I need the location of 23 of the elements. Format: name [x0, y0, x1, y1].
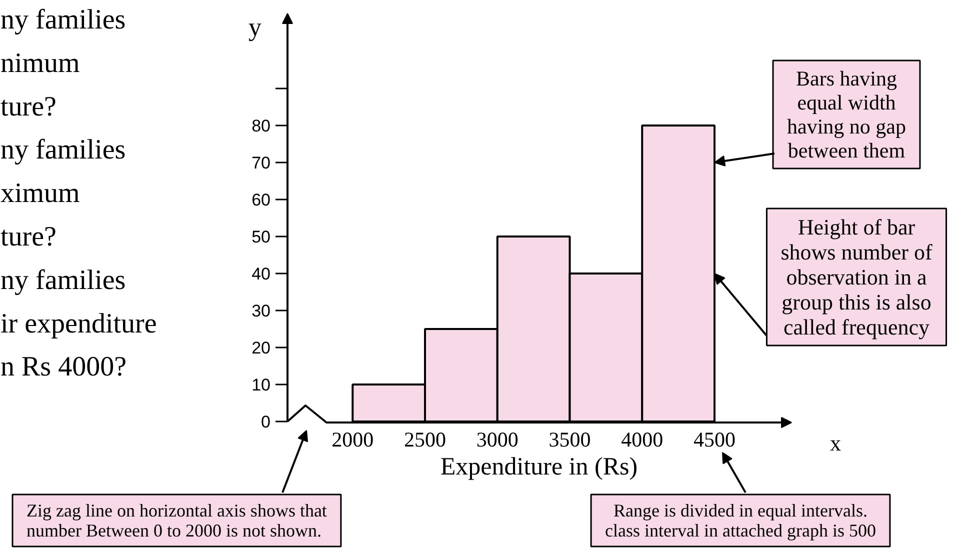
y-tick-label: 60 [252, 190, 271, 210]
y-tick-label: 40 [252, 264, 271, 284]
x-tick-label: 2500 [404, 428, 446, 452]
x-tick-label: 4500 [694, 428, 736, 452]
y-tick-label: 30 [252, 302, 271, 320]
x-tick-label: 2000 [332, 428, 374, 452]
text: Range is divided in equal intervals. class interval in attached graph is 500 [605, 500, 876, 540]
x-axis-title: Expenditure in (Rs) [440, 454, 638, 480]
y-tick-label: 70 [252, 154, 271, 172]
x-tick-label: 3500 [548, 428, 591, 452]
x-tick-label: 3000 [476, 428, 518, 452]
y-tick-label: 10 [252, 376, 271, 394]
y-tick-label: 50 [252, 228, 271, 246]
x-tick-label: 4000 [621, 428, 664, 452]
text: x [830, 430, 841, 456]
y-tick-label: 80 [252, 116, 271, 136]
y-tick-label: 20 [252, 338, 271, 358]
y-axis-title: y [248, 12, 262, 42]
y-tick-label: 0 [261, 412, 271, 432]
text: Zig zag line on horizontal axis shows that number Between 0 to 2000 is not shown. [26, 500, 327, 540]
annotation: Height of bar shows number of observation in a group this is also called frequency [780, 214, 933, 340]
annotation: Bars having equal width having no gap between them [787, 66, 906, 162]
text: ny families nimum ture? ny families ximum ture? ny families ir expenditure n Rs 4000? [0, 4, 157, 383]
